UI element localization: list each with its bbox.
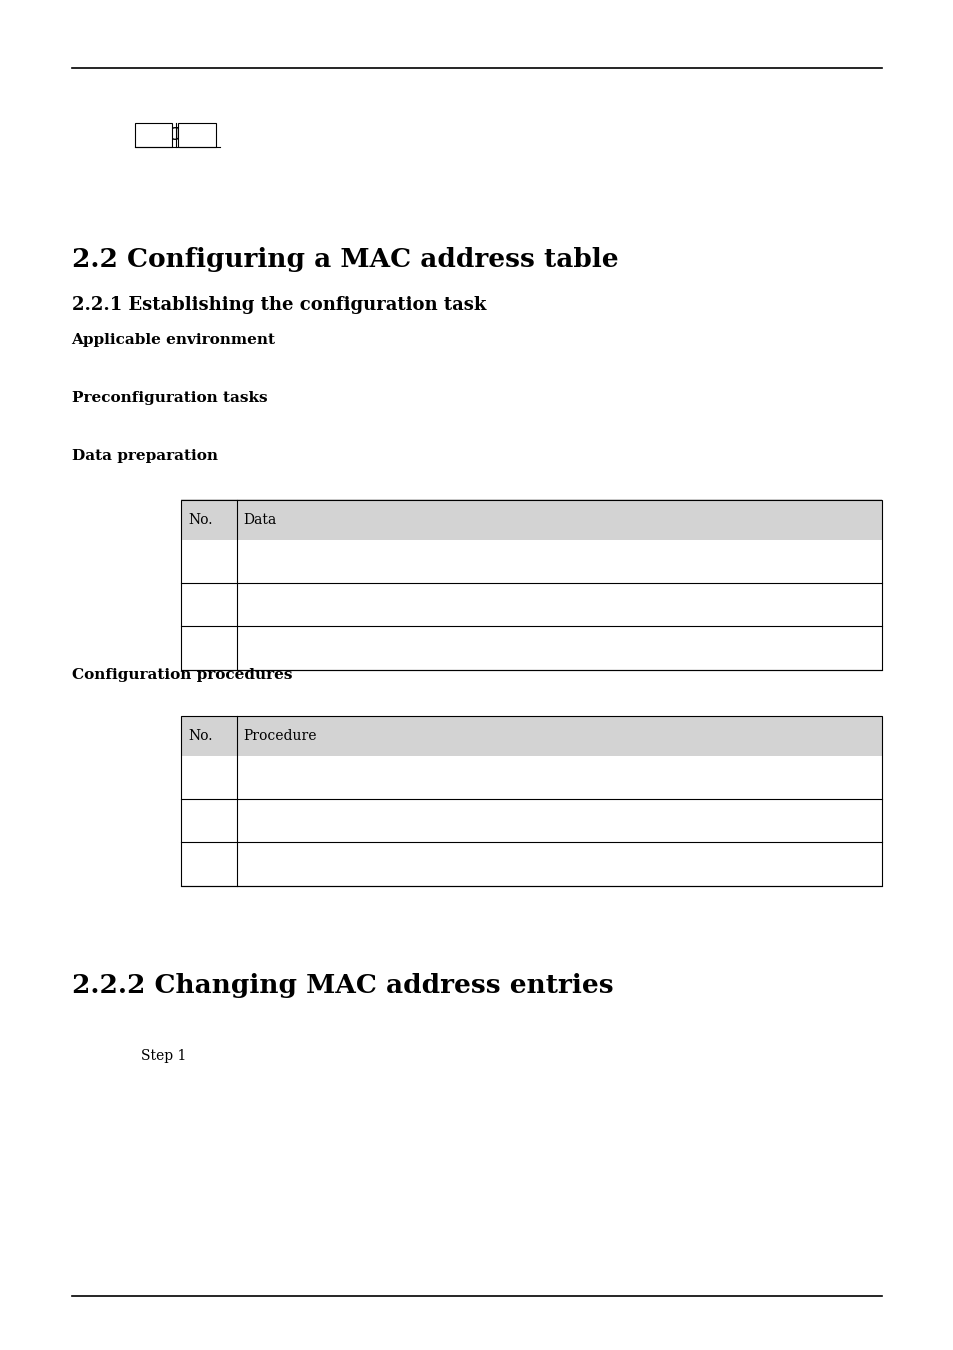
Bar <box>181 500 882 670</box>
Text: 2.2.2 Changing MAC address entries: 2.2.2 Changing MAC address entries <box>71 973 613 998</box>
FancyBboxPatch shape <box>134 123 172 147</box>
Text: No.: No. <box>188 513 213 526</box>
Text: Data preparation: Data preparation <box>71 450 217 463</box>
Text: No.: No. <box>188 729 213 742</box>
Text: Step 1: Step 1 <box>141 1049 187 1062</box>
Text: Procedure: Procedure <box>243 729 316 742</box>
Text: Configuration procedures: Configuration procedures <box>71 668 292 682</box>
Bar <box>181 500 882 540</box>
Bar <box>181 716 882 886</box>
Text: Ƣ: Ƣ <box>168 126 185 144</box>
Bar <box>181 716 882 756</box>
Text: Preconfiguration tasks: Preconfiguration tasks <box>71 392 267 405</box>
FancyBboxPatch shape <box>178 123 216 147</box>
Text: 2.2 Configuring a MAC address table: 2.2 Configuring a MAC address table <box>71 247 618 271</box>
Text: 2.2.1 Establishing the configuration task: 2.2.1 Establishing the configuration tas… <box>71 296 485 315</box>
Text: Applicable environment: Applicable environment <box>71 333 275 347</box>
Text: Data: Data <box>243 513 276 526</box>
